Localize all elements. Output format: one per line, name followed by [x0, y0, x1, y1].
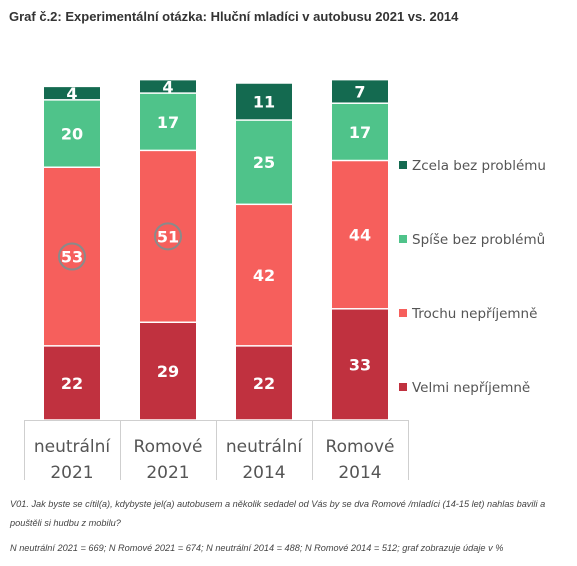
question-footnote: V01. Jak byste se cítil(a), kdybyste jel… [10, 499, 546, 528]
data-label-spise-bez-problemu-2: 17 [157, 113, 179, 132]
bar-segment-velmi-neprijemne-2 [140, 323, 196, 420]
data-label-spise-bez-problemu-1: 20 [61, 125, 83, 144]
data-label-zcela-bez-problemu-1: 4 [66, 84, 77, 103]
data-label-spise-bez-problemu-4: 17 [349, 123, 371, 142]
bar-segment-trochu-neprijemne-3 [236, 205, 292, 346]
legend-label-trochu-neprijemne: Trochu nepříjemně [411, 306, 537, 322]
sample-footnote: N neutrální 2021 = 669; N Romové 2021 = … [10, 543, 504, 553]
legend-label-velmi-neprijemne: Velmi nepříjemně [412, 380, 530, 396]
x-axis: neutrální 2021 Romové 2021 neutrální 2014 Romo… [24, 420, 409, 483]
legend-label-spise-bez-problemu: Spíše bez problémů [412, 232, 545, 248]
data-label-trochu-neprijemne-2: 51 [157, 227, 179, 246]
x-tick-label-4-group: Romové [326, 437, 395, 457]
legend-swatch-trochu-neprijemne [399, 309, 407, 317]
data-label-trochu-neprijemne-4: 44 [349, 226, 371, 245]
x-tick-label-2-group: Romové [134, 437, 203, 457]
bar-segment-zcela-bez-problemu-1 [44, 87, 100, 100]
x-tick-label-3-year: 2014 [242, 463, 285, 483]
data-label-zcela-bez-problemu-4: 7 [354, 82, 365, 101]
data-label-zcela-bez-problemu-2: 4 [162, 77, 173, 96]
chart-title: Graf č.2: Experimentální otázka: Hluční … [9, 9, 459, 24]
x-tick-label-3-group: neutrální [226, 437, 304, 457]
data-label-velmi-neprijemne-1: 22 [61, 374, 83, 393]
x-tick-label-2-year: 2021 [146, 463, 189, 483]
data-label-spise-bez-problemu-3: 25 [253, 153, 275, 172]
x-tick-label-4-year: 2014 [338, 463, 381, 483]
legend-swatch-spise-bez-problemu [399, 235, 407, 243]
bar-segment-zcela-bez-problemu-4 [332, 80, 388, 103]
data-label-velmi-neprijemne-2: 29 [157, 362, 179, 381]
highlight-circle-1 [58, 242, 86, 271]
data-label-velmi-neprijemne-4: 33 [349, 355, 371, 374]
highlight-circle-2 [154, 222, 182, 251]
legend-swatch-zcela-bez-problemu [399, 161, 407, 169]
bar-segment-spise-bez-problemu-1 [44, 100, 100, 167]
data-label-trochu-neprijemne-1: 53 [61, 248, 83, 267]
data-label-trochu-neprijemne-3: 42 [253, 266, 275, 285]
data-label-velmi-neprijemne-3: 22 [253, 374, 275, 393]
bar-segment-trochu-neprijemne-2 [140, 151, 196, 322]
bar-segment-velmi-neprijemne-3 [236, 346, 292, 420]
bar-segment-zcela-bez-problemu-3 [236, 83, 292, 120]
legend-label-zcela-bez-problemu: Zcela bez problému [412, 158, 546, 174]
x-tick-label-1-year: 2021 [50, 463, 93, 483]
bar-segment-trochu-neprijemne-1 [44, 168, 100, 346]
stacked-bar-chart: 22 53 20 4 29 51 17 4 22 42 25 11 33 44 17 7 neutrální 2… [24, 77, 546, 483]
bar-segment-zcela-bez-problemu-2 [140, 80, 196, 93]
legend-swatch-velmi-neprijemne [399, 383, 407, 391]
bar-segment-spise-bez-problemu-4 [332, 103, 388, 160]
bar-segment-spise-bez-problemu-3 [236, 120, 292, 204]
data-label-zcela-bez-problemu-3: 11 [253, 93, 275, 112]
bar-segment-velmi-neprijemne-4 [332, 309, 388, 420]
bars-layer: 22 53 20 4 29 51 17 4 22 42 25 11 33 44 17 7 [44, 77, 388, 420]
bar-segment-velmi-neprijemne-1 [44, 346, 100, 420]
legend: Zcela bez problému Spíše bez problémů Troc… [399, 158, 546, 396]
bar-segment-trochu-neprijemne-4 [332, 161, 388, 309]
x-tick-label-1-group: neutrální [34, 437, 112, 457]
bar-segment-spise-bez-problemu-2 [140, 93, 196, 150]
